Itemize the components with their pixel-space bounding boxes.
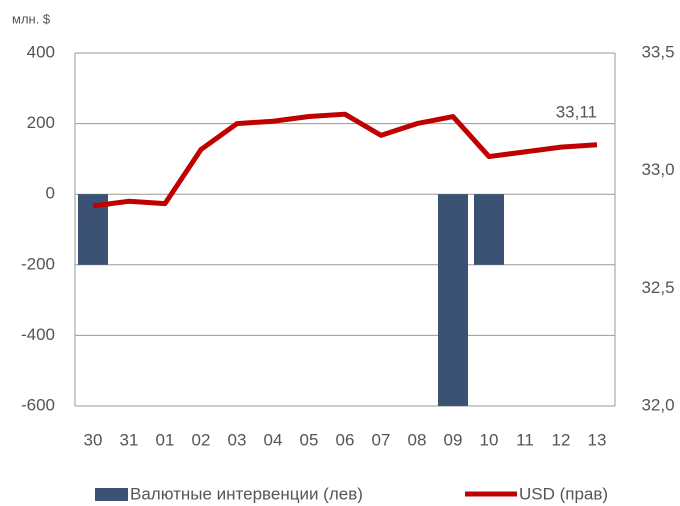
- y-tick-label: 200: [27, 113, 55, 132]
- y2-tick-label: 32,5: [641, 278, 674, 297]
- x-tick-label: 12: [552, 430, 571, 449]
- x-tick-label: 10: [480, 430, 499, 449]
- x-tick-label: 02: [192, 430, 211, 449]
- y-tick-label: -600: [21, 395, 55, 414]
- x-tick-label: 07: [372, 430, 391, 449]
- y-tick-label: -400: [21, 325, 55, 344]
- y2-tick-label: 33,5: [641, 42, 674, 61]
- y-tick-label: -200: [21, 254, 55, 273]
- x-tick-label: 31: [120, 430, 139, 449]
- legend-label: USD (прав): [519, 484, 608, 503]
- y2-tick-label: 33,0: [641, 160, 674, 179]
- legend-label: Валютные интервенции (лев): [130, 484, 363, 503]
- bar: [438, 194, 468, 406]
- data-label: 33,11: [556, 102, 597, 121]
- y-axis-label: млн. $: [12, 11, 51, 26]
- x-tick-label: 04: [264, 430, 283, 449]
- x-tick-label: 09: [444, 430, 463, 449]
- y-tick-label: 0: [46, 184, 55, 203]
- legend-swatch: [95, 488, 128, 501]
- x-tick-label: 11: [516, 430, 534, 449]
- x-tick-label: 01: [156, 430, 175, 449]
- x-tick-label: 08: [408, 430, 427, 449]
- x-tick-label: 06: [336, 430, 355, 449]
- line: [92, 111, 598, 209]
- bar: [474, 194, 504, 265]
- x-tick-label: 30: [84, 430, 103, 449]
- x-tick-label: 03: [228, 430, 247, 449]
- y2-tick-label: 32,0: [641, 395, 674, 414]
- y-tick-label: 400: [27, 42, 55, 61]
- x-tick-label: 13: [588, 430, 607, 449]
- x-tick-label: 05: [300, 430, 319, 449]
